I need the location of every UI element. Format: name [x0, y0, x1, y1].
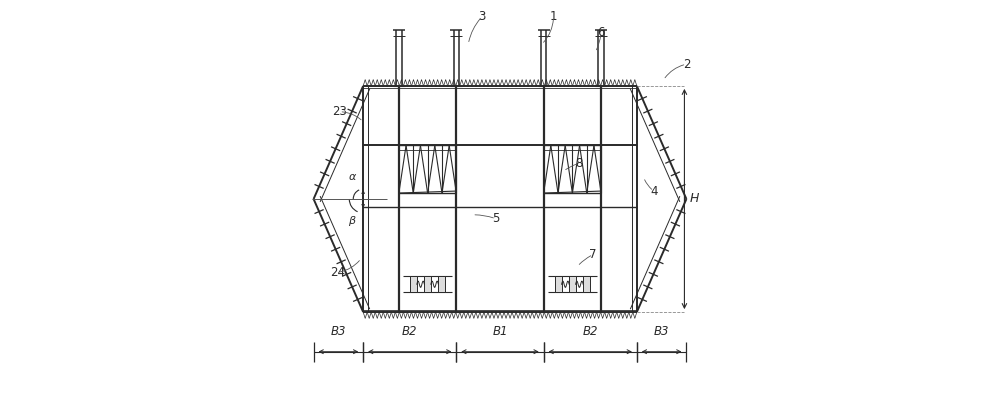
Text: 7: 7: [589, 248, 597, 261]
Bar: [555, 276, 562, 292]
Text: 8: 8: [576, 157, 583, 170]
Text: 2: 2: [683, 58, 690, 71]
Text: 23: 23: [332, 105, 347, 118]
Text: 6: 6: [597, 26, 605, 39]
Text: 3: 3: [478, 10, 486, 23]
Text: B3: B3: [654, 325, 669, 338]
Text: B1: B1: [492, 325, 508, 338]
Bar: [583, 276, 590, 292]
Text: 1: 1: [550, 10, 557, 23]
Bar: [438, 276, 445, 292]
Text: B2: B2: [402, 325, 418, 338]
Bar: [424, 276, 431, 292]
Text: B3: B3: [331, 325, 346, 338]
Bar: [410, 276, 417, 292]
Text: B2: B2: [582, 325, 598, 338]
Text: 4: 4: [650, 185, 658, 197]
Bar: [569, 276, 576, 292]
Text: H: H: [689, 193, 699, 205]
Text: β: β: [349, 216, 356, 226]
Text: 24: 24: [330, 266, 345, 279]
Text: 5: 5: [492, 212, 500, 225]
Text: α: α: [348, 172, 356, 182]
